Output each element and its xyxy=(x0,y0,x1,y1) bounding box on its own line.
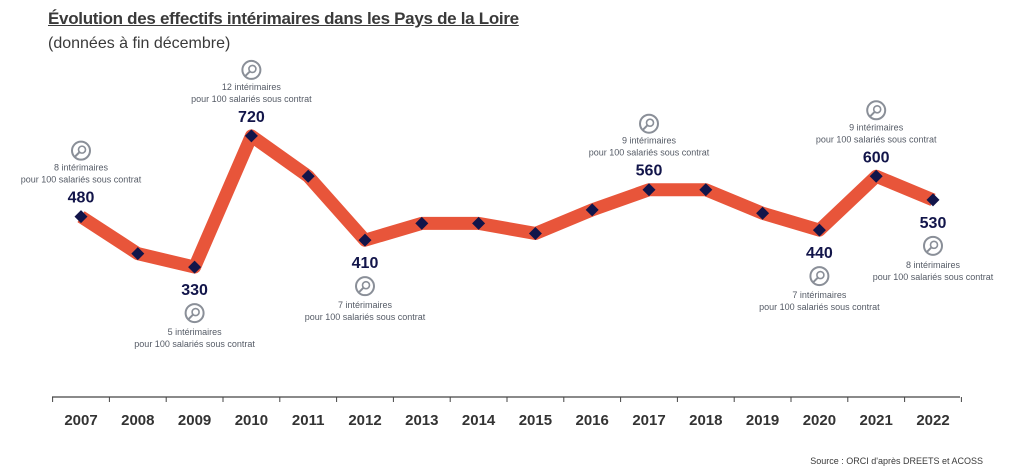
data-label: 720 xyxy=(238,109,265,126)
magnifier-icon xyxy=(71,140,91,161)
magnifier-handle xyxy=(187,314,194,321)
chart-subtitle: (données à fin décembre) xyxy=(48,35,231,52)
series-line xyxy=(77,129,936,274)
annotation-text: pour 100 salariés sous contrat xyxy=(305,312,426,322)
magnifier-handle xyxy=(244,70,251,77)
magnifier-icon xyxy=(809,266,830,287)
x-tick-label: 2021 xyxy=(860,412,893,429)
magnifier-icon xyxy=(184,303,205,324)
x-tick-label: 2009 xyxy=(178,412,211,429)
x-tick-label: 2022 xyxy=(916,412,949,429)
magnifier-handle xyxy=(869,111,876,118)
x-tick-label: 2008 xyxy=(121,412,154,429)
magnifier-handle xyxy=(812,277,819,284)
data-point-marker xyxy=(301,169,315,183)
annotation-text: pour 100 salariés sous contrat xyxy=(191,94,312,104)
data-point-marker xyxy=(131,247,145,261)
data-point-marker xyxy=(188,260,202,274)
data-label: 600 xyxy=(863,149,890,166)
data-label: 480 xyxy=(68,190,95,207)
annotation-text: pour 100 salariés sous contrat xyxy=(589,148,710,158)
x-tick-label: 2017 xyxy=(632,412,665,429)
source-note: Source : ORCI d'après DREETS et ACOSS xyxy=(810,456,983,466)
data-point-marker xyxy=(415,216,429,230)
annotation-count: 8 intérimaires xyxy=(54,163,109,173)
data-point-marker xyxy=(472,216,486,230)
x-tick-label: 2016 xyxy=(576,412,609,429)
annotation-count: 9 intérimaires xyxy=(849,122,904,132)
chart-title: Évolution des effectifs intérimaires dan… xyxy=(48,9,519,28)
magnifier-icon xyxy=(866,100,887,121)
data-point-marker xyxy=(699,183,713,197)
annotation-text: pour 100 salariés sous contrat xyxy=(759,302,880,312)
magnifier-lens xyxy=(77,145,87,154)
annotation-count: 5 intérimaires xyxy=(168,327,223,337)
annotation-count: 7 intérimaires xyxy=(792,290,847,300)
annotation-text: pour 100 salariés sous contrat xyxy=(873,272,994,282)
magnifier-lens xyxy=(816,270,825,280)
annotation-text: pour 100 salariés sous contrat xyxy=(134,339,255,349)
annotation-count: 12 intérimaires xyxy=(222,82,282,92)
x-tick-label: 2012 xyxy=(348,412,381,429)
annotation-count: 8 intérimaires xyxy=(906,260,961,270)
annotation-text: pour 100 salariés sous contrat xyxy=(816,134,937,144)
data-label: 410 xyxy=(352,255,379,272)
x-tick-label: 2020 xyxy=(803,412,836,429)
data-label: 440 xyxy=(806,245,833,262)
magnifier-icon xyxy=(923,235,943,256)
data-label: 330 xyxy=(181,282,208,299)
data-label: 560 xyxy=(636,163,663,180)
annotation-count: 9 intérimaires xyxy=(622,136,677,146)
magnifier-handle xyxy=(642,124,648,131)
x-tick-label: 2018 xyxy=(689,412,722,429)
x-tick-label: 2007 xyxy=(64,412,97,429)
magnifier-lens xyxy=(872,104,882,114)
magnifier-lens xyxy=(248,64,257,74)
data-point-marker xyxy=(244,129,258,143)
magnifier-handle xyxy=(926,246,932,253)
x-tick-label: 2010 xyxy=(235,412,268,429)
data-point-marker xyxy=(926,193,940,207)
x-tick-label: 2014 xyxy=(462,412,496,429)
data-point-marker xyxy=(585,203,599,217)
annotation-text: pour 100 salariés sous contrat xyxy=(21,175,142,185)
magnifier-icon xyxy=(355,276,375,297)
x-tick-label: 2015 xyxy=(519,412,552,429)
data-point-marker xyxy=(528,226,542,240)
x-tick-label: 2019 xyxy=(746,412,779,429)
data-point-marker xyxy=(869,169,883,183)
magnifier-icon xyxy=(241,59,262,80)
data-point-marker xyxy=(358,233,372,247)
data-point-marker xyxy=(74,210,88,224)
x-tick-label: 2013 xyxy=(405,412,438,429)
annotation-count: 7 intérimaires xyxy=(338,300,393,310)
data-point-marker xyxy=(642,183,656,197)
data-point-marker xyxy=(812,223,826,237)
magnifier-icon xyxy=(639,113,659,134)
magnifier-handle xyxy=(358,287,364,294)
magnifier-lens xyxy=(191,307,200,317)
data-point-marker xyxy=(756,206,770,220)
x-tick-label: 2011 xyxy=(292,412,325,429)
magnifier-lens xyxy=(361,280,371,290)
magnifier-handle xyxy=(74,151,80,158)
magnifier-lens xyxy=(645,118,655,128)
magnifier-lens xyxy=(929,240,939,250)
data-label: 530 xyxy=(920,215,947,232)
